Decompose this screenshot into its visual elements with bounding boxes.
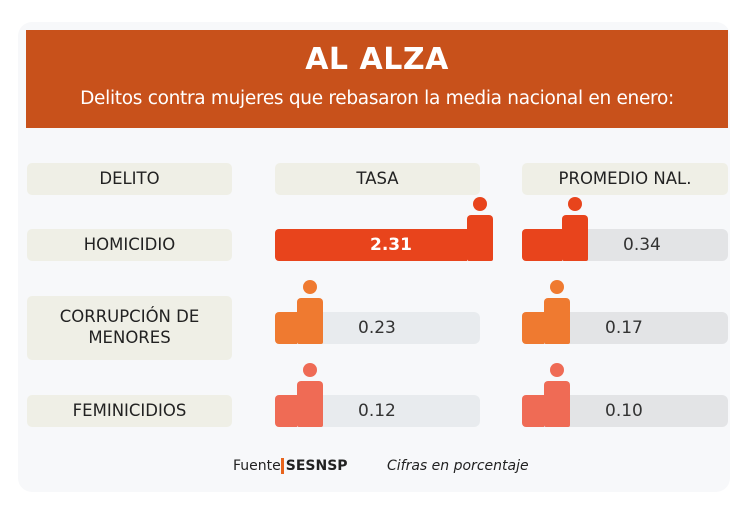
- promedio-bar-fill: [522, 395, 544, 427]
- person-head-icon: [550, 280, 564, 294]
- person-head-icon: [550, 363, 564, 377]
- promedio-bar-fill: [522, 312, 544, 344]
- tasa-bar-fill: [275, 229, 467, 261]
- subtitle: Delitos contra mujeres que rebasaron la …: [80, 88, 674, 109]
- person-icon: [467, 215, 493, 261]
- row-label: FEMINICIDIOS: [27, 395, 232, 427]
- column-header-tasa: TASA: [275, 163, 480, 195]
- column-header-promedio: PROMEDIO NAL.: [522, 163, 728, 195]
- source: Fuente SESNSP: [233, 458, 348, 474]
- promedio-bar: 0.17: [522, 280, 728, 344]
- person-icon: [562, 215, 588, 261]
- person-icon: [297, 381, 323, 427]
- promedio-bar: 0.34: [522, 197, 728, 261]
- person-icon: [297, 298, 323, 344]
- person-icon: [544, 381, 570, 427]
- tasa-bar-fill: [275, 395, 297, 427]
- person-head-icon: [303, 363, 317, 377]
- person-head-icon: [303, 280, 317, 294]
- promedio-bar-fill: [522, 229, 562, 261]
- promedio-value: 0.10: [605, 401, 643, 421]
- promedio-bar: 0.10: [522, 363, 728, 427]
- column-header-delito: DELITO: [27, 163, 232, 195]
- tasa-bar: 0.23: [275, 280, 480, 344]
- promedio-value: 0.34: [623, 235, 661, 255]
- tasa-bar-fill: [275, 312, 297, 344]
- promedio-value: 0.17: [605, 318, 643, 338]
- source-name: SESNSP: [280, 458, 348, 474]
- title: AL ALZA: [305, 42, 449, 77]
- row-label: CORRUPCIÓN DE MENORES: [27, 296, 232, 360]
- person-head-icon: [568, 197, 582, 211]
- person-icon: [544, 298, 570, 344]
- tasa-value: 2.31: [370, 235, 412, 255]
- person-head-icon: [473, 197, 487, 211]
- tasa-value: 0.23: [358, 318, 396, 338]
- note: Cifras en porcentaje: [387, 458, 529, 474]
- tasa-bar: 0.12: [275, 363, 480, 427]
- source-label: Fuente: [233, 458, 281, 474]
- row-label: HOMICIDIO: [27, 229, 232, 261]
- tasa-value: 0.12: [358, 401, 396, 421]
- header: AL ALZA Delitos contra mujeres que rebas…: [26, 30, 728, 128]
- tasa-bar: 2.31: [275, 197, 493, 261]
